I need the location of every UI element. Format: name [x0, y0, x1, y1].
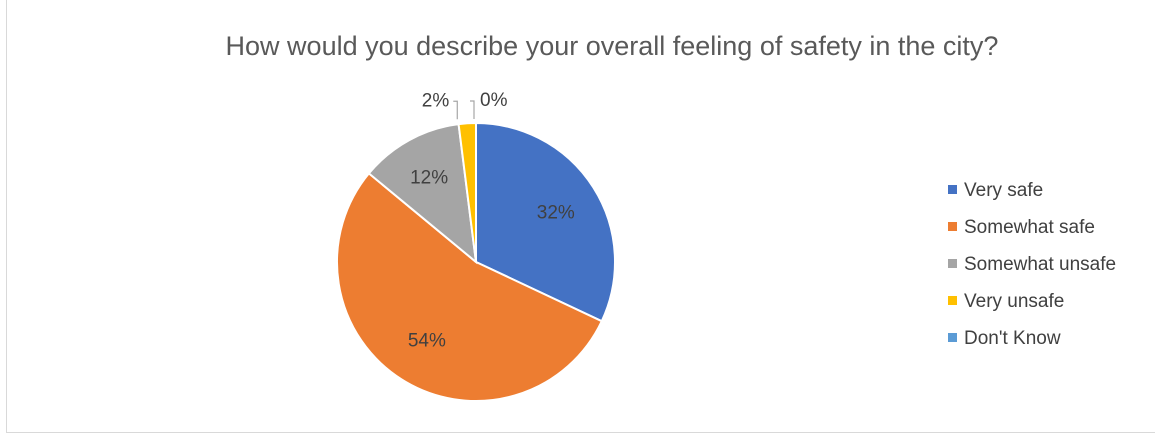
legend-label-very-safe: Very safe: [964, 180, 1043, 201]
legend: Very safe Somewhat safe Somewhat unsafe Ver…: [948, 180, 1116, 349]
legend-label-don-t-know: Don't Know: [964, 328, 1061, 349]
leader-lines: [453, 100, 475, 120]
data-label-don-t-know: 0%: [480, 90, 508, 111]
pie-slice-somewhat-unsafe: [367, 122, 478, 265]
legend-label-somewhat-safe: Somewhat safe: [964, 217, 1095, 238]
pie-slice-very-unsafe: [457, 121, 477, 263]
legend-swatch-very-safe: [948, 185, 957, 194]
pie-slice-somewhat-safe: [336, 171, 604, 402]
pie-slice-very-safe: [475, 121, 616, 323]
data-label-very-safe: 32%: [537, 202, 575, 223]
legend-swatch-don-t-know: [948, 333, 957, 342]
legend-label-very-unsafe: Very unsafe: [964, 291, 1064, 312]
pie-slices: [336, 121, 616, 402]
leader-line-don-t-know: [470, 100, 475, 119]
chart-title: How would you describe your overall feel…: [226, 31, 999, 61]
data-label-somewhat-safe: 54%: [408, 330, 446, 351]
legend-label-somewhat-unsafe: Somewhat unsafe: [964, 254, 1116, 275]
legend-swatch-very-unsafe: [948, 296, 957, 305]
leader-line-very-unsafe: [453, 100, 458, 120]
chart-area: How would you describe your overall feel…: [6, 0, 1155, 433]
pie-chart: How would you describe your overall feel…: [226, 31, 1116, 402]
data-labels: 32% 54% 12% 2% 0%: [408, 90, 575, 351]
legend-swatch-somewhat-safe: [948, 222, 957, 231]
legend-swatch-somewhat-unsafe: [948, 259, 957, 268]
data-label-somewhat-unsafe: 12%: [410, 168, 448, 189]
data-label-very-unsafe: 2%: [422, 90, 450, 111]
